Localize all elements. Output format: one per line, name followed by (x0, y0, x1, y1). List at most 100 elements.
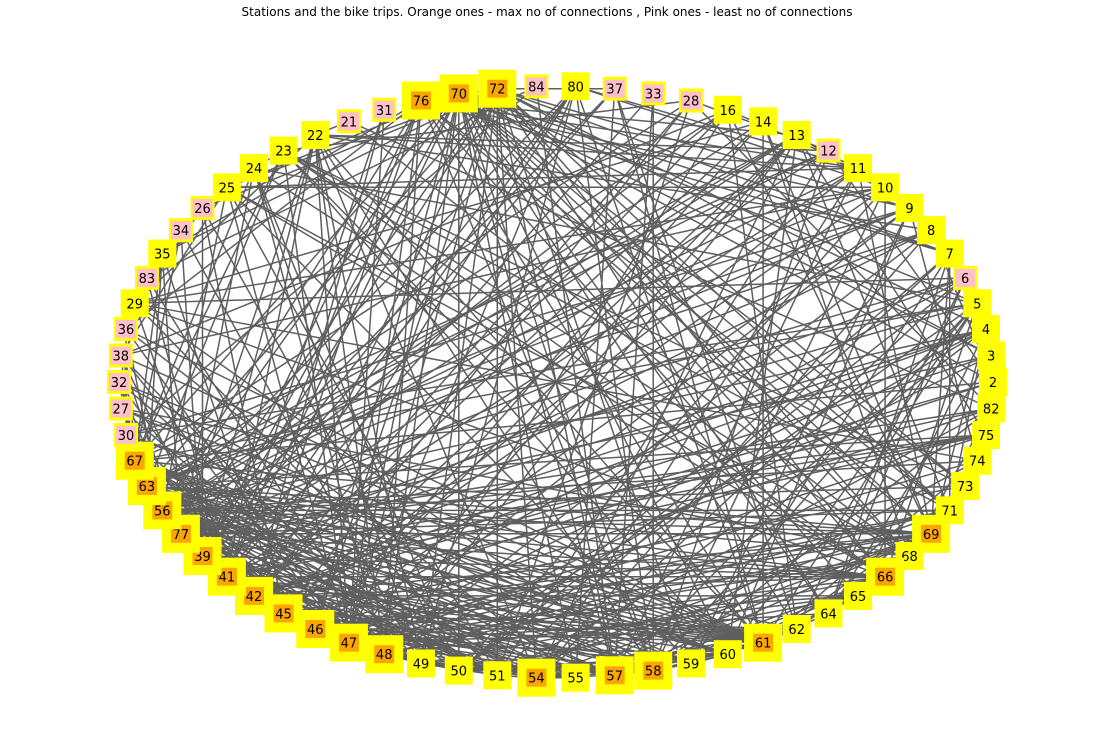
station-halo (561, 663, 590, 692)
station-label: 11 (850, 162, 867, 177)
station-node: 13 (782, 121, 811, 149)
station-marker-orange (305, 620, 326, 638)
edge-layer (118, 85, 994, 679)
station-label: 51 (489, 669, 506, 684)
station-node: 84 (524, 74, 549, 99)
station-marker-pink (109, 373, 129, 391)
station-label: 72 (489, 83, 506, 98)
edge (134, 149, 829, 462)
station-label: 7 (946, 248, 954, 263)
station-node: 12 (816, 138, 841, 163)
edge (908, 207, 979, 461)
edge (282, 134, 798, 614)
station-marker-orange (124, 451, 145, 470)
station-node: 5 (963, 289, 992, 318)
station-label: 39 (194, 550, 211, 565)
station-halo (713, 640, 742, 669)
station-marker-orange (244, 586, 264, 605)
station-label: 34 (173, 224, 190, 239)
station-node: 62 (782, 615, 811, 643)
station-label: 32 (111, 376, 128, 391)
station-label: 60 (720, 648, 737, 663)
edge (125, 434, 385, 655)
station-node: 64 (814, 599, 843, 628)
station-label: 2 (989, 376, 997, 391)
station-node: 49 (407, 649, 435, 678)
edge (202, 149, 829, 557)
edge (253, 167, 978, 305)
station-node: 22 (301, 121, 330, 149)
edge (652, 302, 978, 672)
station-label: 4 (982, 323, 990, 338)
station-halo (483, 661, 512, 690)
station-label: 35 (154, 248, 171, 263)
edge (253, 167, 385, 655)
station-node: 2 (979, 368, 1007, 396)
edge (146, 207, 910, 487)
station-node: 35 (148, 239, 177, 268)
edge (652, 186, 886, 671)
station-marker-orange (216, 567, 237, 586)
edge (226, 328, 987, 578)
station-label: 27 (113, 403, 130, 418)
station-label: 3 (987, 350, 995, 365)
edge (201, 207, 460, 671)
station-marker-orange (338, 633, 359, 652)
edge (613, 88, 798, 630)
edge (146, 109, 729, 487)
edge (253, 167, 460, 671)
station-node: 7 (935, 239, 964, 268)
station-label: 49 (413, 658, 430, 673)
station-halo (148, 239, 177, 268)
station-label: 66 (877, 571, 894, 586)
station-label: 55 (567, 672, 584, 687)
station-label: 9 (905, 202, 913, 217)
edge (458, 92, 830, 614)
station-marker-orange (374, 645, 395, 664)
station-label: 46 (307, 623, 324, 638)
station-label: 61 (755, 637, 772, 652)
station-label: 41 (219, 571, 236, 586)
edge (762, 302, 978, 644)
edge (253, 88, 498, 597)
station-halo (844, 154, 872, 183)
edge (315, 134, 829, 152)
edge (162, 277, 966, 512)
station-label: 70 (451, 87, 468, 102)
station-label: 29 (126, 297, 143, 312)
edge (180, 533, 886, 578)
station-marker-orange (273, 604, 294, 623)
edge (161, 253, 182, 534)
station-marker-orange (136, 477, 157, 495)
edge (613, 93, 654, 676)
station-label: 8 (927, 224, 935, 239)
edge (253, 328, 987, 597)
station-label: 80 (567, 80, 584, 95)
station-node: 4 (972, 315, 1000, 344)
station-halo (269, 136, 298, 165)
station-node: 60 (713, 640, 742, 669)
edge (146, 229, 932, 487)
station-label: 50 (451, 665, 468, 680)
edge (496, 88, 830, 614)
station-marker-orange (448, 84, 469, 103)
edge (496, 88, 951, 511)
station-halo (561, 72, 590, 101)
station-label: 33 (645, 87, 662, 102)
station-label: 64 (820, 607, 837, 622)
station-node: 27 (108, 396, 133, 421)
edge (282, 150, 729, 655)
node-layer: 2827574737169686665646261605958575554515… (107, 69, 1007, 697)
edge (146, 485, 910, 557)
station-label: 47 (341, 637, 358, 652)
edge (827, 355, 992, 614)
station-label: 16 (720, 104, 737, 119)
edge (161, 88, 498, 255)
edge (496, 88, 987, 330)
edge (348, 86, 577, 643)
edge (146, 485, 615, 676)
edge (496, 88, 992, 357)
station-node: 70 (439, 74, 478, 113)
edge (574, 86, 764, 643)
